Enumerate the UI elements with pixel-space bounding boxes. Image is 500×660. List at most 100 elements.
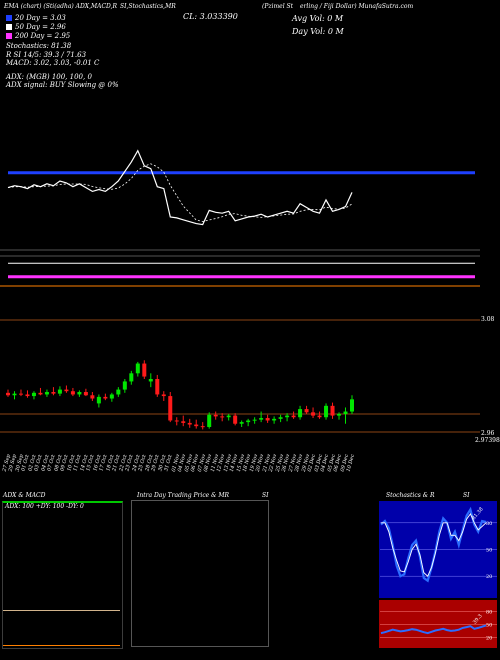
candle-body xyxy=(142,363,147,377)
stochastics-panel: Stochastics & R SI 80 50 20 81.38 80 50 20 39.3 xyxy=(376,490,500,660)
candle-body xyxy=(330,405,335,416)
rsi-line xyxy=(380,624,487,635)
legend-ema50-label: 50 Day = 2.96 xyxy=(15,22,66,31)
candle-body xyxy=(6,392,10,396)
candle-body xyxy=(213,414,218,417)
rsi-tick-label: 50 xyxy=(486,623,492,629)
price-label-lower-b: 2.97398 xyxy=(475,437,500,444)
stochastics-title-b: SI xyxy=(463,492,470,499)
legend-ema20: 20 Day = 3.03 xyxy=(6,13,70,22)
legend-ema200: 200 Day = 2.95 xyxy=(6,31,70,40)
candle-body xyxy=(304,409,309,413)
stochastics-title: Stochastics & R xyxy=(386,492,435,499)
adx-bottom-line xyxy=(3,645,120,646)
legend-ema20-label: 20 Day = 3.03 xyxy=(15,13,66,22)
candle-body xyxy=(220,416,225,418)
avg-volume: Avg Vol: 0 M xyxy=(292,14,344,23)
candle-body xyxy=(168,396,173,421)
macd-text: MACD: 3.02, 3.03, -0.01 C xyxy=(6,59,100,67)
candle-body xyxy=(155,379,160,395)
candle-body xyxy=(31,392,36,397)
candle-body xyxy=(239,422,244,424)
stochastics-text: Stochastics: 81.38 xyxy=(6,42,72,50)
stoch-k-line xyxy=(380,506,487,583)
intraday-box xyxy=(131,500,269,647)
main-chart: EMA (chart) (Sti(adha) ADX,MACD,R SI,Sto… xyxy=(0,3,500,444)
day-volume: Day Vol: 0 M xyxy=(292,27,344,36)
legend-ema50: 50 Day = 2.96 xyxy=(6,22,70,31)
candle-body xyxy=(116,389,121,395)
candle-body xyxy=(181,421,186,423)
rsi-text: R SI 14/5: 39.3 / 71.63 xyxy=(6,50,87,59)
candle-body xyxy=(70,391,75,395)
candle-body xyxy=(18,393,23,395)
legend-ema200-swatch xyxy=(6,32,12,39)
intraday-panel: Intra Day Trading Price & MR SI xyxy=(127,490,375,660)
candle-body xyxy=(174,420,179,422)
intraday-title-b: SI xyxy=(262,492,269,499)
candle-body xyxy=(298,409,303,418)
candle-body xyxy=(129,373,134,382)
candle-body xyxy=(265,418,270,421)
candle-body xyxy=(246,420,251,423)
candle-body xyxy=(44,392,49,395)
stoch-tick-label: 50 xyxy=(486,548,492,554)
date-axis: 27 Sep 29 Sep 30 Sep 01 Oct 02 Oct 03 Oct 04 O… xyxy=(0,446,500,486)
candle-body xyxy=(207,414,212,427)
candle-body xyxy=(252,419,257,421)
adx-text: ADX: (MGB) 100, 100, 0 xyxy=(6,72,92,81)
candle-body xyxy=(226,415,231,418)
candle-body xyxy=(194,424,199,427)
candle-body xyxy=(272,418,277,421)
candle-body xyxy=(324,405,329,418)
candle-body xyxy=(38,392,43,395)
adx-macd-panel: ADX & MACD ADX: 100 +DY: 100 -DY: 0 xyxy=(0,490,125,660)
candle-body xyxy=(278,417,283,419)
candle-body xyxy=(109,394,114,399)
adx-signal-text: ADX signal: BUY Slowing @ 0% xyxy=(6,81,119,89)
candle-body xyxy=(200,426,205,428)
legend-ema200-label: 200 Day = 2.95 xyxy=(15,31,71,40)
close-label: CL: 3.033390 xyxy=(183,12,238,21)
candle-body xyxy=(259,418,264,420)
chart-title-right-a: (Pzimel St xyxy=(262,3,294,10)
rsi-value-label: 39.3 xyxy=(472,613,484,625)
rsi-tick-label: 20 xyxy=(486,635,492,641)
rsi-tick-label: 80 xyxy=(486,610,492,616)
candle-body xyxy=(135,363,140,374)
stoch-value-label: 81.38 xyxy=(471,506,485,521)
candle-body xyxy=(291,415,296,418)
close-price-line xyxy=(7,149,353,226)
adx-values: ADX: 100 +DY: 100 -DY: 0 xyxy=(5,503,84,510)
adx-macd-box xyxy=(2,501,123,649)
ema-legend: 20 Day = 3.03 50 Day = 2.96 200 Day = 2.… xyxy=(6,13,70,40)
rsi-box xyxy=(379,600,497,648)
stoch-d-line xyxy=(381,512,487,577)
stoch-tick-label: 80 xyxy=(486,521,492,527)
candle-body xyxy=(337,413,342,416)
legend-ema20-swatch xyxy=(6,14,12,21)
chart-title-mid: SI,Stochastics,MR xyxy=(120,3,176,10)
candle-body xyxy=(57,389,62,394)
candle-body xyxy=(51,392,56,394)
signal-dotted-line xyxy=(7,163,353,222)
adx-baseline xyxy=(3,610,120,611)
candle-body xyxy=(83,392,88,396)
candle-body xyxy=(96,396,101,404)
candle-body xyxy=(317,415,322,418)
chart-title-left: EMA (chart) (Sti(adha) ADX,MACD,R xyxy=(4,3,118,10)
candle-body xyxy=(343,411,348,414)
candle-body xyxy=(350,399,354,412)
candle-body xyxy=(311,412,316,416)
indicator-summary: Stochastics: 81.38 R SI 14/5: 39.3 / 71.… xyxy=(6,42,119,90)
candle-body xyxy=(161,394,166,397)
adx-macd-title: ADX & MACD xyxy=(3,492,46,499)
chart-title-right-b: erling / Fiji Dollar) MunafaSutra.com xyxy=(300,3,414,10)
candle-body xyxy=(285,415,290,418)
price-label-lower: 2.96 xyxy=(481,430,495,437)
candle-body xyxy=(90,395,95,399)
candle-body xyxy=(187,422,192,425)
candle-body xyxy=(122,381,127,390)
candle-body xyxy=(25,394,30,397)
